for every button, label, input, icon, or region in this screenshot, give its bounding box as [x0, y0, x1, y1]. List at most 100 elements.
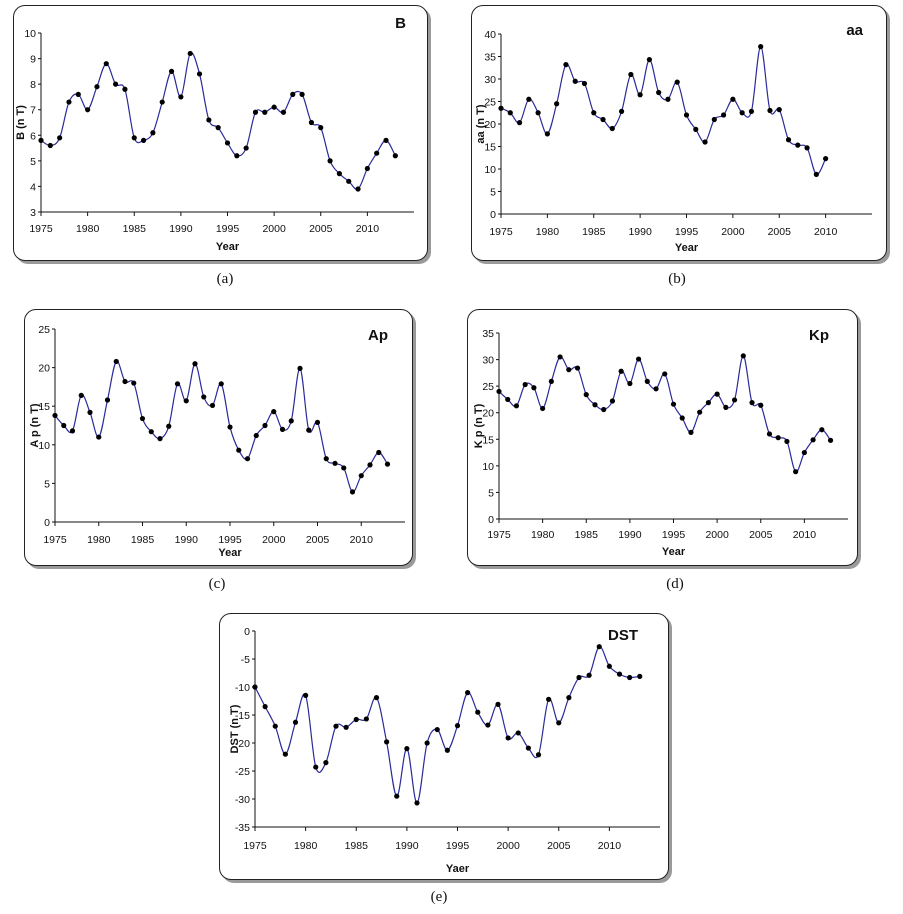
data-point: [785, 137, 792, 143]
chart-panel-aa: 0 5 10 15 20 25 30 35 40 1975 1980 1985 1990 1995 2000…: [471, 5, 887, 261]
data-point: [262, 422, 268, 429]
data-point: [384, 461, 391, 467]
data-point: [434, 726, 440, 733]
x-tick-label: 2005: [547, 840, 571, 852]
chart-title: Ap: [368, 327, 388, 344]
data-point: [323, 760, 329, 766]
x-axis-label: Year: [218, 547, 242, 559]
data-point: [606, 663, 612, 669]
y-tick-label: 15: [484, 142, 496, 154]
x-tick-label: 1985: [582, 226, 606, 238]
y-tick-label: 30: [484, 74, 496, 86]
data-point: [793, 469, 799, 475]
data-point: [96, 434, 102, 440]
caption-d: (d): [666, 576, 684, 592]
data-point: [697, 409, 703, 415]
y-tick-label: 15: [482, 434, 494, 446]
x-tick-label: 1995: [218, 534, 242, 546]
data-point: [290, 91, 296, 97]
chart-aa-svg: 0 5 10 15 20 25 30 35 40 1975 1980 1985 1990 1995 2000…: [475, 22, 872, 254]
y-tick-label: 8: [30, 79, 36, 91]
data-point: [609, 398, 616, 404]
data-point: [556, 720, 562, 726]
chart-panel-b: 3 4 5 6 7 8 9 10 1975 1980 1985 1990 1995 2000 2005 201…: [13, 5, 428, 261]
data-point: [94, 84, 100, 90]
y-tick-label: 20: [484, 119, 496, 131]
data-point: [823, 156, 829, 162]
data-point: [810, 437, 816, 443]
x-axis-label: Year: [662, 546, 686, 558]
x-tick-label: 1995: [662, 529, 686, 541]
data-point: [444, 747, 450, 753]
data-point: [262, 109, 268, 115]
data-point: [804, 145, 810, 151]
series-line: [254, 646, 640, 804]
chart-panel-ap: 0 5 10 15 20 25 1975 1980 1985 1990 1995 2000 2005 20…: [24, 309, 413, 566]
data-point: [271, 104, 277, 110]
data-point: [531, 385, 537, 391]
data-point: [591, 110, 597, 116]
x-tick-label: 1980: [531, 529, 555, 541]
y-tick-label: 25: [484, 97, 496, 109]
data-point: [376, 449, 382, 456]
data-point: [766, 431, 773, 437]
y-tick-label: 5: [490, 187, 496, 199]
data-point: [795, 142, 801, 148]
y-tick-label: 10: [482, 461, 494, 473]
x-tick-label: 1990: [628, 226, 652, 238]
x-tick-label: 2000: [721, 226, 745, 238]
data-point: [721, 112, 727, 118]
data-point: [313, 764, 319, 770]
chart-title: aa: [846, 22, 863, 39]
data-point: [813, 171, 819, 177]
x-tick-label: 1990: [618, 529, 642, 541]
data-point: [113, 81, 119, 87]
y-tick-label: 6: [30, 130, 36, 142]
data-point: [688, 429, 694, 435]
data-point: [292, 719, 299, 725]
data-point: [601, 406, 607, 413]
data-point: [507, 110, 513, 116]
data-point: [566, 367, 572, 373]
data-point: [600, 116, 606, 123]
data-point: [157, 436, 163, 442]
data-point: [103, 61, 109, 67]
data-point: [140, 137, 147, 143]
data-point: [367, 462, 373, 468]
data-point: [546, 696, 552, 702]
x-tick-label: 1985: [131, 534, 155, 546]
data-point: [557, 354, 563, 360]
data-point: [454, 723, 461, 729]
data-point: [318, 125, 324, 131]
data-point: [627, 674, 633, 681]
data-point: [297, 365, 303, 371]
data-point: [535, 752, 542, 758]
data-point: [131, 380, 137, 386]
data-point: [576, 674, 582, 681]
y-tick-label: 25: [38, 324, 50, 336]
y-axis-label: A p (n T): [29, 403, 41, 448]
data-point: [505, 396, 511, 403]
data-point: [183, 398, 189, 404]
data-point: [592, 402, 598, 408]
data-point: [187, 50, 193, 57]
x-tick-label: 2000: [262, 534, 286, 546]
data-point: [218, 381, 224, 387]
y-tick-label: 0: [244, 626, 250, 638]
data-point: [776, 107, 782, 113]
data-point: [306, 427, 312, 433]
y-tick-label: -25: [235, 766, 250, 778]
data-point: [38, 137, 44, 143]
data-point: [414, 800, 420, 806]
data-point: [346, 178, 352, 184]
data-point: [424, 740, 430, 746]
data-point: [166, 423, 172, 429]
data-point: [314, 419, 321, 426]
y-tick-label: -5: [241, 654, 250, 666]
data-point: [730, 96, 736, 102]
data-point: [679, 415, 685, 421]
x-axis-label: Year: [216, 241, 240, 253]
data-point: [52, 412, 58, 419]
data-point: [394, 793, 400, 799]
y-tick-label: 3: [30, 207, 36, 219]
